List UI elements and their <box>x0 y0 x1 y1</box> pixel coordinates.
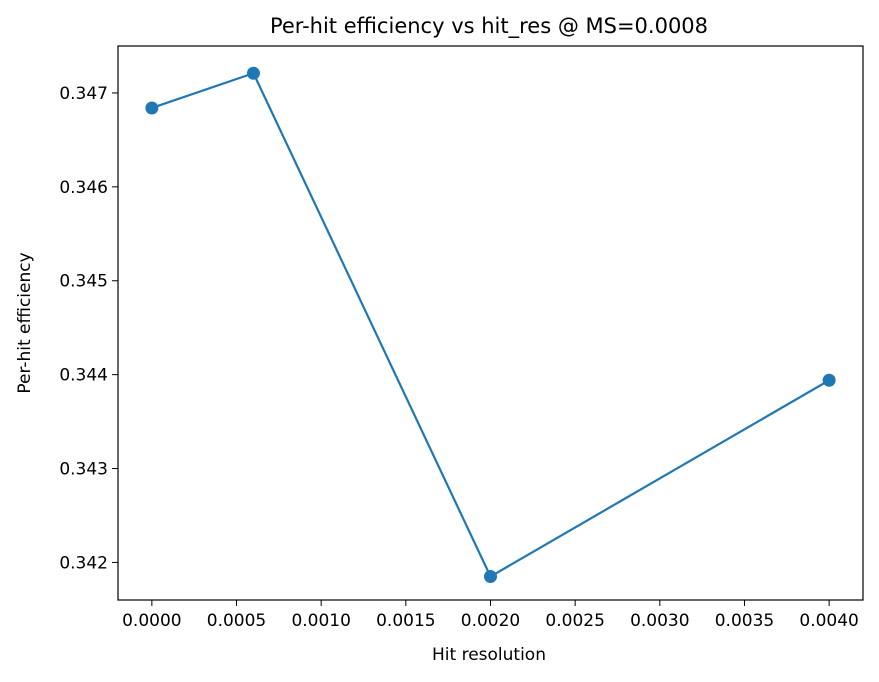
chart-title: Per-hit efficiency vs hit_res @ MS=0.000… <box>270 14 708 39</box>
y-tick-label: 0.344 <box>59 366 108 386</box>
x-tick-label: 0.0030 <box>630 611 689 631</box>
data-point <box>822 373 836 387</box>
y-tick-label: 0.343 <box>59 460 108 480</box>
x-tick-label: 0.0010 <box>291 611 350 631</box>
data-point <box>484 570 497 584</box>
data-point <box>145 101 159 115</box>
series-line <box>151 72 830 578</box>
plot-area: 0.0000 0.0005 0.0010 0.0015 0.0020 0.0025 0.00… <box>59 45 864 631</box>
y-axis-label: Per-hit efficiency <box>15 252 35 393</box>
x-tick-label: 0.0005 <box>207 611 266 631</box>
y-tick-label: 0.345 <box>59 272 108 292</box>
x-tick-label: 0.0025 <box>545 611 604 631</box>
y-tick-label: 0.342 <box>59 553 108 573</box>
plot-frame <box>117 45 864 601</box>
data-point <box>246 66 260 80</box>
x-tick-label: 0.0040 <box>799 611 858 631</box>
y-tick-label: 0.346 <box>59 178 108 198</box>
x-tick-label: 0.0035 <box>715 611 774 631</box>
x-axis-label: Hit resolution <box>432 645 546 665</box>
y-tick-label: 0.347 <box>59 84 108 104</box>
x-tick-label: 0.0015 <box>376 611 435 631</box>
x-tick-label: 0.0020 <box>461 611 520 631</box>
x-tick-label: 0.0000 <box>122 611 181 631</box>
